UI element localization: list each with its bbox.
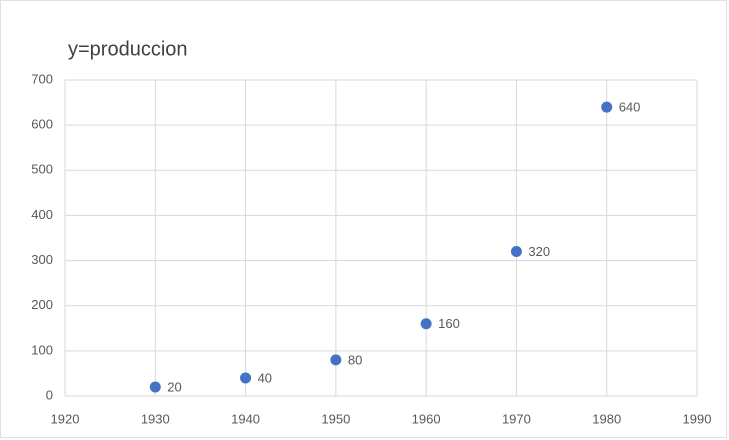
x-tick-label: 1920	[51, 411, 80, 426]
y-tick-label: 100	[31, 342, 53, 357]
x-tick-label: 1990	[683, 411, 712, 426]
y-tick-label: 400	[31, 207, 53, 222]
x-tick-label: 1960	[412, 411, 441, 426]
data-label: 40	[258, 370, 272, 385]
y-tick-label: 500	[31, 162, 53, 177]
point	[149, 381, 161, 393]
x-tick-label: 1950	[321, 411, 350, 426]
y-tick-label: 0	[46, 387, 53, 402]
chart-title: y=produccion	[68, 38, 188, 60]
x-tick-label: 1930	[141, 411, 170, 426]
data-label: 320	[528, 244, 550, 259]
data-label: 160	[438, 316, 460, 331]
x-tick-label: 1970	[502, 411, 531, 426]
data-label: 640	[619, 100, 641, 115]
y-tick-label: 300	[31, 252, 53, 267]
y-tick-label: 600	[31, 117, 53, 132]
point	[510, 246, 522, 258]
point	[330, 354, 342, 366]
y-tick-label: 700	[31, 71, 53, 86]
y-tick-label: 200	[31, 297, 53, 312]
x-tick-label: 1980	[592, 411, 621, 426]
data-label: 20	[167, 379, 181, 394]
data-label: 80	[348, 352, 362, 367]
point	[240, 372, 252, 384]
point	[420, 318, 432, 330]
x-tick-label: 1940	[231, 411, 260, 426]
point	[601, 101, 613, 113]
